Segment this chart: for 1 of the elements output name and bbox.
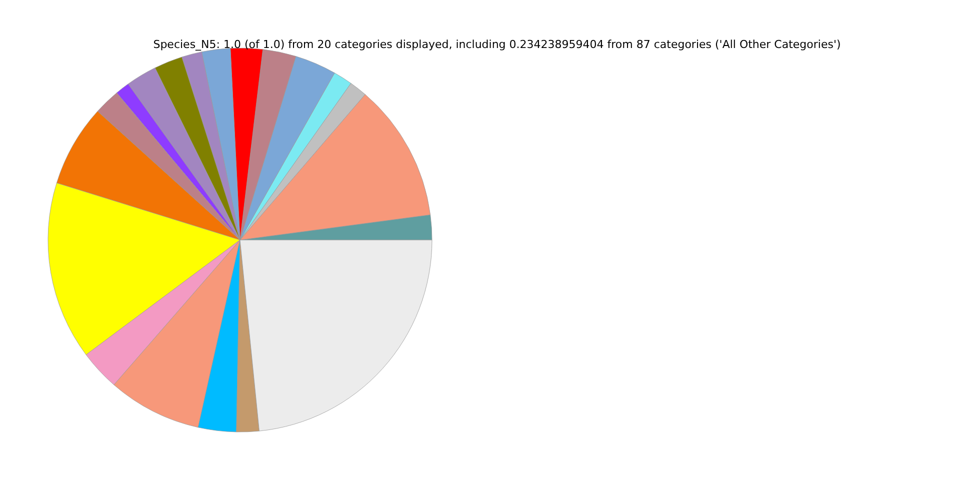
text: Species_N5: 1.0 (of 1.0) from 20 categories displayed, including 0.234238959404 from 87 categories ('All Other Categories') [153, 38, 841, 51]
